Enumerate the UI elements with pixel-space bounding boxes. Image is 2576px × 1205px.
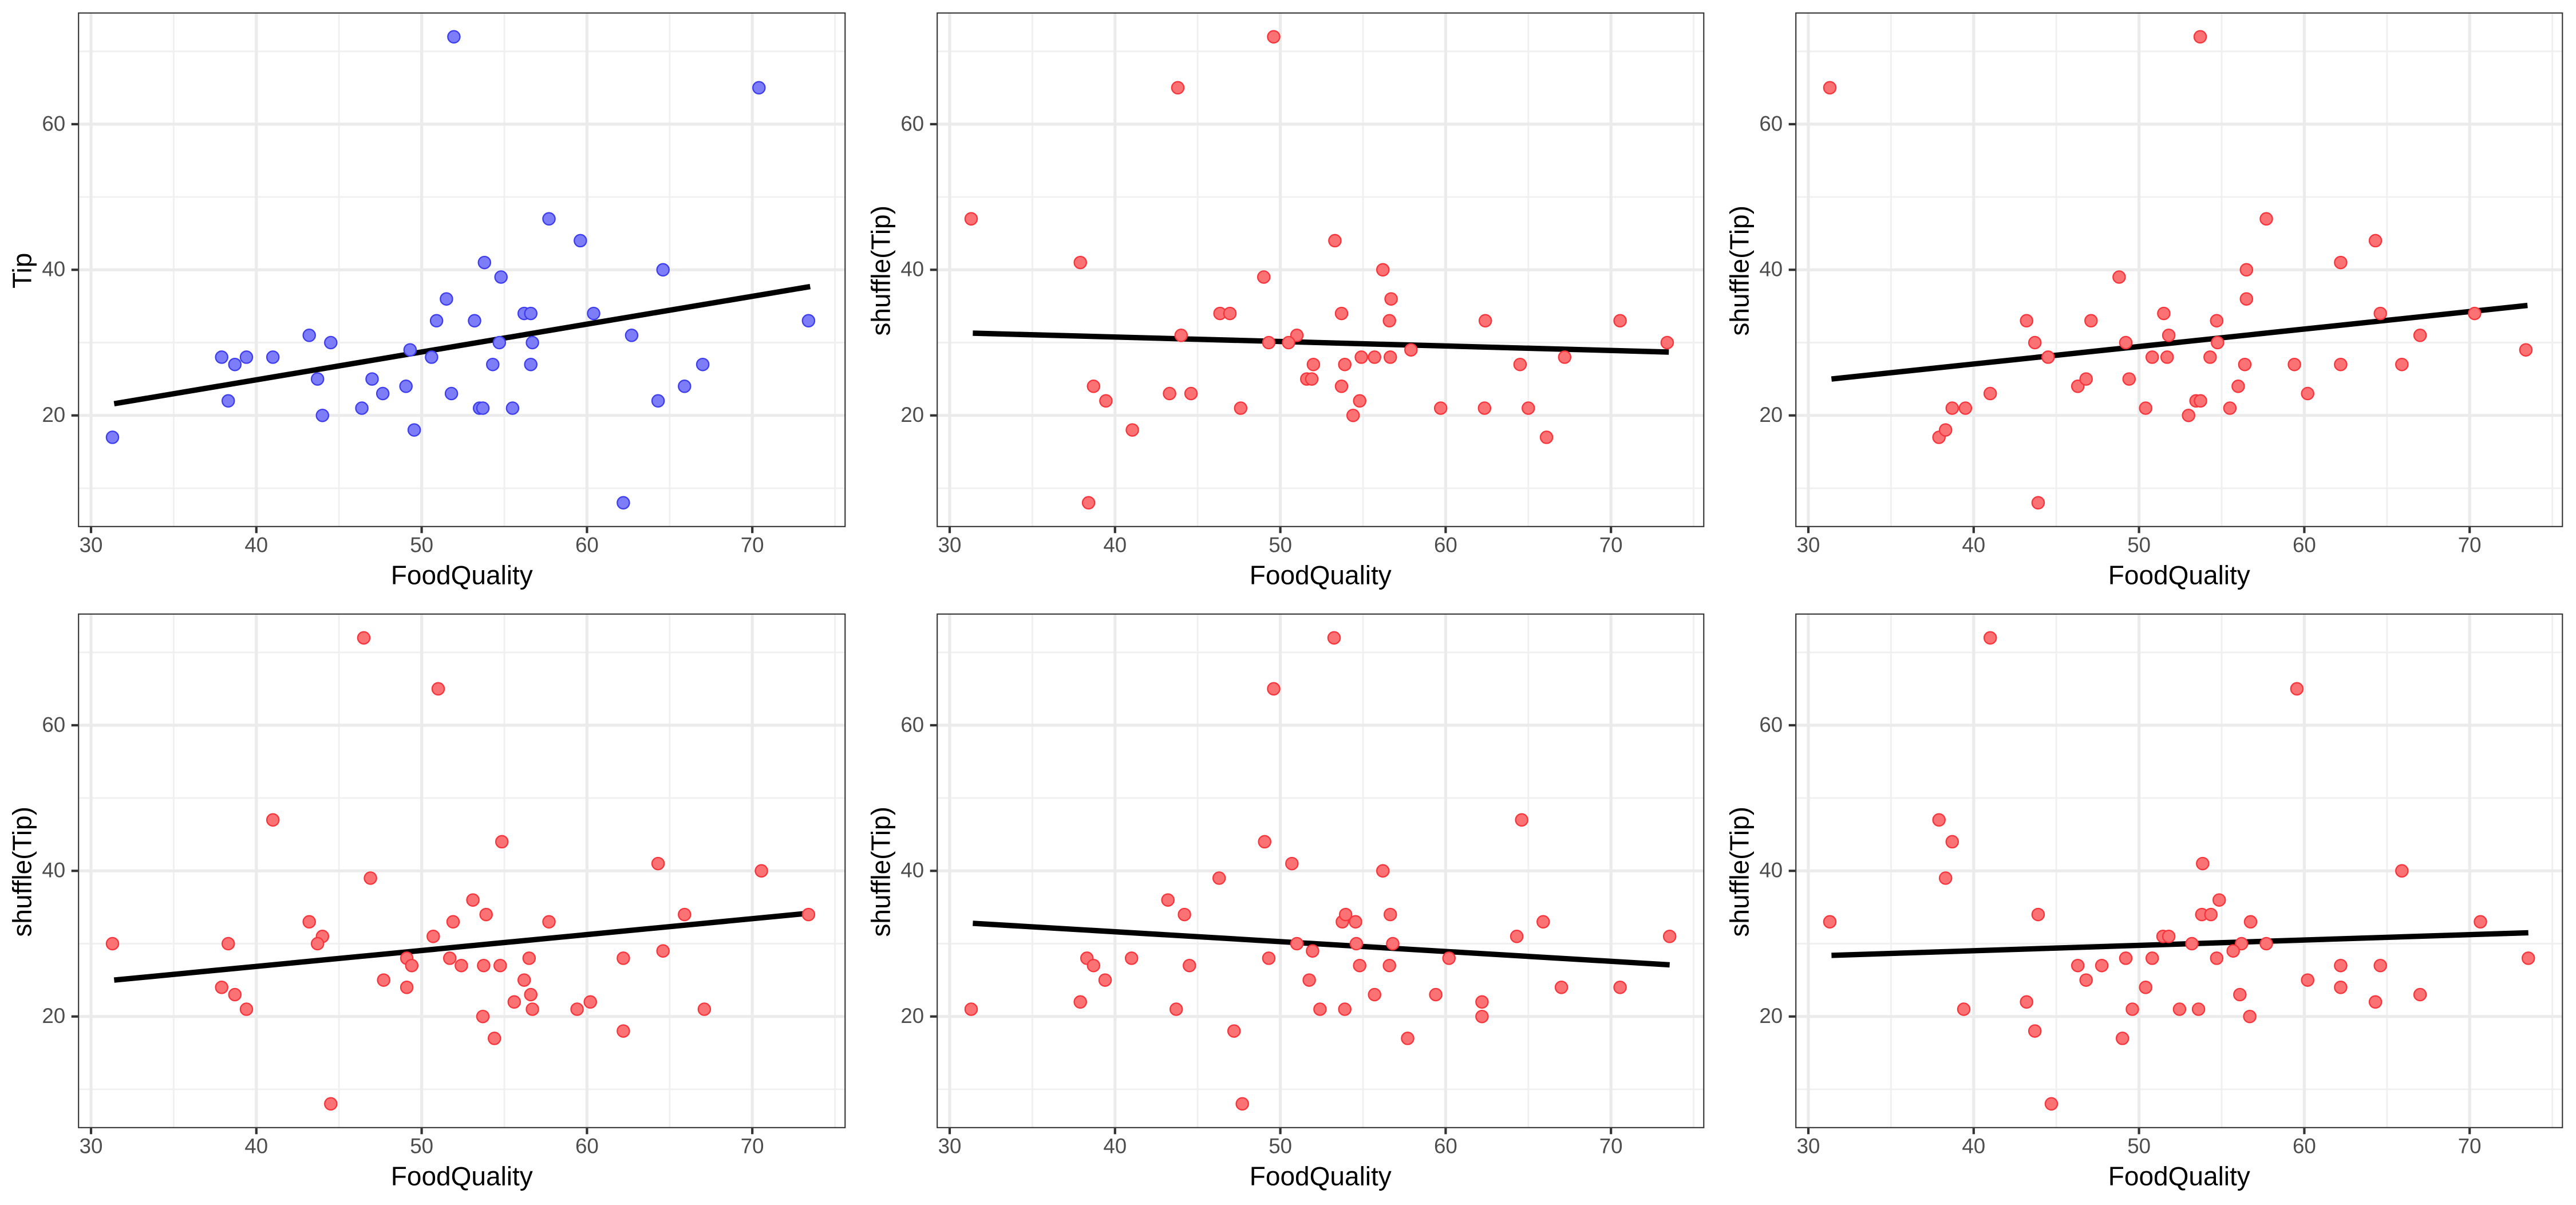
svg-text:40: 40 [1962, 1135, 1985, 1158]
svg-text:60: 60 [1759, 112, 1783, 135]
svg-text:70: 70 [1599, 1135, 1623, 1158]
svg-text:30: 30 [80, 534, 103, 557]
svg-text:50: 50 [1269, 1135, 1292, 1158]
svg-text:40: 40 [900, 258, 924, 281]
svg-text:FoodQuality: FoodQuality [2108, 560, 2250, 590]
svg-text:20: 20 [900, 403, 924, 426]
svg-text:20: 20 [42, 403, 65, 426]
svg-text:20: 20 [42, 1004, 65, 1028]
svg-text:70: 70 [2458, 1135, 2482, 1158]
svg-text:70: 70 [1599, 534, 1623, 557]
svg-text:FoodQuality: FoodQuality [2108, 1161, 2250, 1191]
svg-text:shuffle(Tip): shuffle(Tip) [866, 206, 896, 336]
svg-text:60: 60 [575, 1135, 599, 1158]
svg-text:FoodQuality: FoodQuality [391, 1161, 533, 1191]
svg-text:70: 70 [2458, 534, 2482, 557]
svg-text:50: 50 [2127, 1135, 2151, 1158]
svg-text:30: 30 [938, 1135, 962, 1158]
svg-text:60: 60 [42, 112, 65, 135]
svg-text:70: 70 [741, 1135, 764, 1158]
svg-text:60: 60 [900, 713, 924, 736]
svg-text:shuffle(Tip): shuffle(Tip) [1725, 206, 1755, 336]
svg-text:FoodQuality: FoodQuality [391, 560, 533, 590]
svg-text:50: 50 [2127, 534, 2151, 557]
svg-text:40: 40 [900, 859, 924, 882]
svg-text:20: 20 [1759, 403, 1783, 426]
svg-text:50: 50 [1269, 534, 1292, 557]
svg-text:40: 40 [1759, 258, 1783, 281]
svg-text:60: 60 [575, 534, 599, 557]
svg-text:60: 60 [42, 713, 65, 736]
svg-text:40: 40 [42, 258, 65, 281]
svg-text:40: 40 [1962, 534, 1985, 557]
svg-text:60: 60 [2293, 1135, 2316, 1158]
svg-text:40: 40 [1759, 859, 1783, 882]
svg-text:40: 40 [244, 1135, 268, 1158]
svg-text:30: 30 [938, 534, 962, 557]
svg-text:40: 40 [1103, 534, 1127, 557]
svg-text:40: 40 [244, 534, 268, 557]
svg-text:shuffle(Tip): shuffle(Tip) [1725, 807, 1755, 937]
svg-text:60: 60 [1434, 1135, 1457, 1158]
svg-text:FoodQuality: FoodQuality [1250, 560, 1392, 590]
svg-text:40: 40 [1103, 1135, 1127, 1158]
svg-text:60: 60 [1759, 713, 1783, 736]
svg-text:70: 70 [741, 534, 764, 557]
svg-text:shuffle(Tip): shuffle(Tip) [866, 807, 896, 937]
svg-text:50: 50 [410, 1135, 433, 1158]
svg-text:60: 60 [2293, 534, 2316, 557]
svg-text:20: 20 [1759, 1004, 1783, 1028]
svg-text:40: 40 [42, 859, 65, 882]
svg-text:Tip: Tip [7, 253, 37, 289]
svg-text:30: 30 [1797, 1135, 1820, 1158]
svg-text:60: 60 [1434, 534, 1457, 557]
svg-text:FoodQuality: FoodQuality [1250, 1161, 1392, 1191]
svg-text:30: 30 [1797, 534, 1820, 557]
svg-text:20: 20 [900, 1004, 924, 1028]
svg-text:60: 60 [900, 112, 924, 135]
svg-text:30: 30 [80, 1135, 103, 1158]
svg-text:shuffle(Tip): shuffle(Tip) [7, 807, 37, 937]
svg-text:50: 50 [410, 534, 433, 557]
